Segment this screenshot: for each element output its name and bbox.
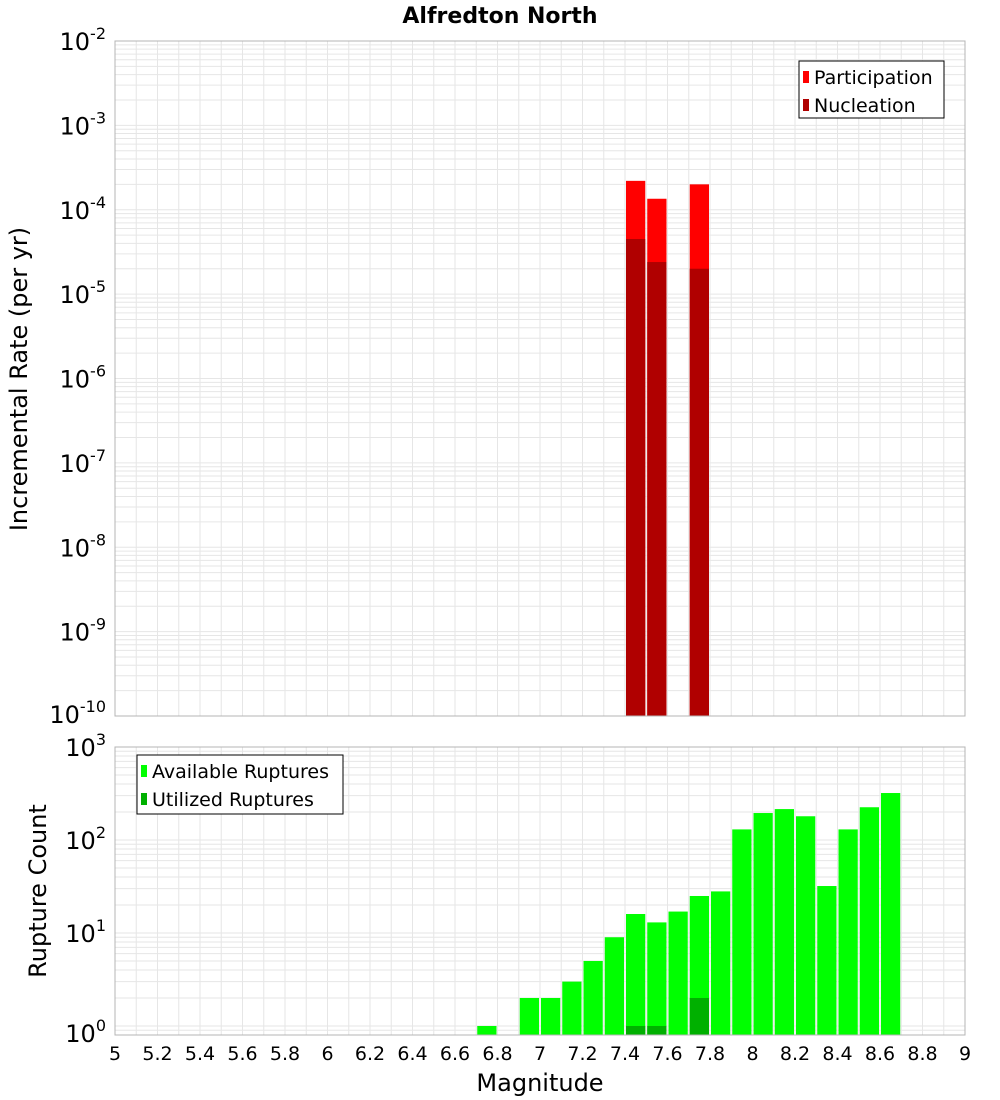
available-ruptures-bar xyxy=(477,1025,497,1035)
top-legend: Participation Nucleation xyxy=(798,60,945,119)
top-grid xyxy=(114,41,966,717)
chart-title: Alfredton North xyxy=(402,4,597,29)
x-tick-label: 5.4 xyxy=(185,1043,215,1065)
x-tick-label: 8.6 xyxy=(865,1043,895,1065)
available-ruptures-bar xyxy=(838,829,858,1035)
legend-swatch xyxy=(141,793,147,805)
x-tick-label: 8.8 xyxy=(907,1043,937,1065)
utilized-ruptures-bar xyxy=(626,1025,646,1035)
x-tick-label: 7.2 xyxy=(567,1043,597,1065)
available-ruptures-bar xyxy=(647,922,667,1035)
x-tick-label: 7.8 xyxy=(695,1043,725,1065)
bottom-plot-frame xyxy=(114,746,966,1036)
available-ruptures-bar xyxy=(881,793,901,1035)
available-ruptures-bar xyxy=(626,914,646,1035)
legend-box xyxy=(136,754,344,815)
legend-swatch xyxy=(141,765,147,777)
nucleation-bar xyxy=(626,239,646,716)
x-tick-label: 8 xyxy=(746,1043,758,1065)
x-tick-label: 6.4 xyxy=(397,1043,427,1065)
y-tick-label: 10-9 xyxy=(60,615,107,647)
x-tick-label: 7 xyxy=(534,1043,546,1065)
y-tick-label: 10-6 xyxy=(60,362,107,394)
rupture-count-panel: 100 101 102 103 Rupture Count Available Rup… xyxy=(24,730,966,1048)
x-tick-label: 5.8 xyxy=(270,1043,300,1065)
x-tick-label: 5.2 xyxy=(142,1043,172,1065)
legend-swatch xyxy=(803,99,809,111)
top-bars xyxy=(626,180,709,717)
nucleation-bar xyxy=(647,262,667,716)
y-tick-label: 10-5 xyxy=(60,277,107,309)
x-tick-labels: 5 5.2 5.4 5.6 5.8 6 6.2 6.4 6.6 6.8 7 7.2 7.4 7.6 7.8 8… xyxy=(109,1043,971,1065)
legend-label: Nucleation xyxy=(814,95,916,117)
available-ruptures-bar xyxy=(668,911,688,1035)
available-ruptures-bar xyxy=(583,960,603,1035)
utilized-ruptures-bar xyxy=(647,1025,667,1035)
legend-label: Available Ruptures xyxy=(152,761,329,783)
bottom-y-tick-labels: 100 101 102 103 xyxy=(65,730,106,1048)
bottom-legend: Available Ruptures Utilized Ruptures xyxy=(136,754,344,815)
x-tick-label: 7.4 xyxy=(610,1043,640,1065)
available-ruptures-bar xyxy=(817,886,837,1035)
top-y-axis-label: Incremental Rate (per yr) xyxy=(5,227,33,531)
y-tick-label: 10-8 xyxy=(60,530,107,562)
y-tick-label: 10-10 xyxy=(49,697,106,729)
x-tick-label: 6.6 xyxy=(440,1043,470,1065)
available-ruptures-bar xyxy=(604,937,624,1035)
x-tick-label: 6.8 xyxy=(482,1043,512,1065)
available-ruptures-bar xyxy=(859,807,879,1035)
bottom-bars xyxy=(477,793,901,1035)
legend-box xyxy=(798,60,945,119)
y-tick-label: 100 xyxy=(65,1016,106,1048)
available-ruptures-bar xyxy=(753,813,773,1035)
legend-label: Participation xyxy=(814,67,933,89)
participation-nucleation-panel: 10-10 10-9 10-8 10-7 10-6 10-5 10-4 10-3 10-2 In… xyxy=(5,24,966,729)
top-y-tick-labels: 10-10 10-9 10-8 10-7 10-6 10-5 10-4 10-3 10-2 xyxy=(49,24,106,729)
top-plot-frame xyxy=(114,40,966,717)
y-tick-label: 10-4 xyxy=(60,193,107,225)
x-tick-label: 6.2 xyxy=(355,1043,385,1065)
x-axis-label: Magnitude xyxy=(476,1069,603,1097)
x-tick-label: 8.2 xyxy=(780,1043,810,1065)
x-tick-label: 9 xyxy=(959,1043,971,1065)
x-tick-label: 5 xyxy=(109,1043,121,1065)
y-tick-label: 10-7 xyxy=(60,446,107,478)
x-tick-label: 8.4 xyxy=(822,1043,852,1065)
y-tick-label: 103 xyxy=(65,730,106,762)
y-tick-label: 10-3 xyxy=(60,108,107,140)
utilized-ruptures-bar xyxy=(689,997,709,1035)
available-ruptures-bar xyxy=(732,829,752,1035)
x-tick-label: 7.6 xyxy=(652,1043,682,1065)
y-tick-label: 101 xyxy=(65,916,106,948)
legend-label: Utilized Ruptures xyxy=(152,789,314,811)
available-ruptures-bar xyxy=(711,891,731,1035)
available-ruptures-bar xyxy=(562,981,582,1035)
x-tick-label: 5.6 xyxy=(227,1043,257,1065)
available-ruptures-bar xyxy=(796,816,816,1035)
available-ruptures-bar xyxy=(519,997,539,1035)
available-ruptures-bar xyxy=(541,997,561,1035)
y-tick-label: 10-2 xyxy=(60,24,107,56)
nucleation-bar xyxy=(689,268,709,716)
legend-swatch xyxy=(803,71,809,83)
x-tick-label: 6 xyxy=(321,1043,333,1065)
available-ruptures-bar xyxy=(774,809,794,1035)
bottom-y-axis-label: Rupture Count xyxy=(24,804,52,978)
y-tick-label: 102 xyxy=(65,823,106,855)
